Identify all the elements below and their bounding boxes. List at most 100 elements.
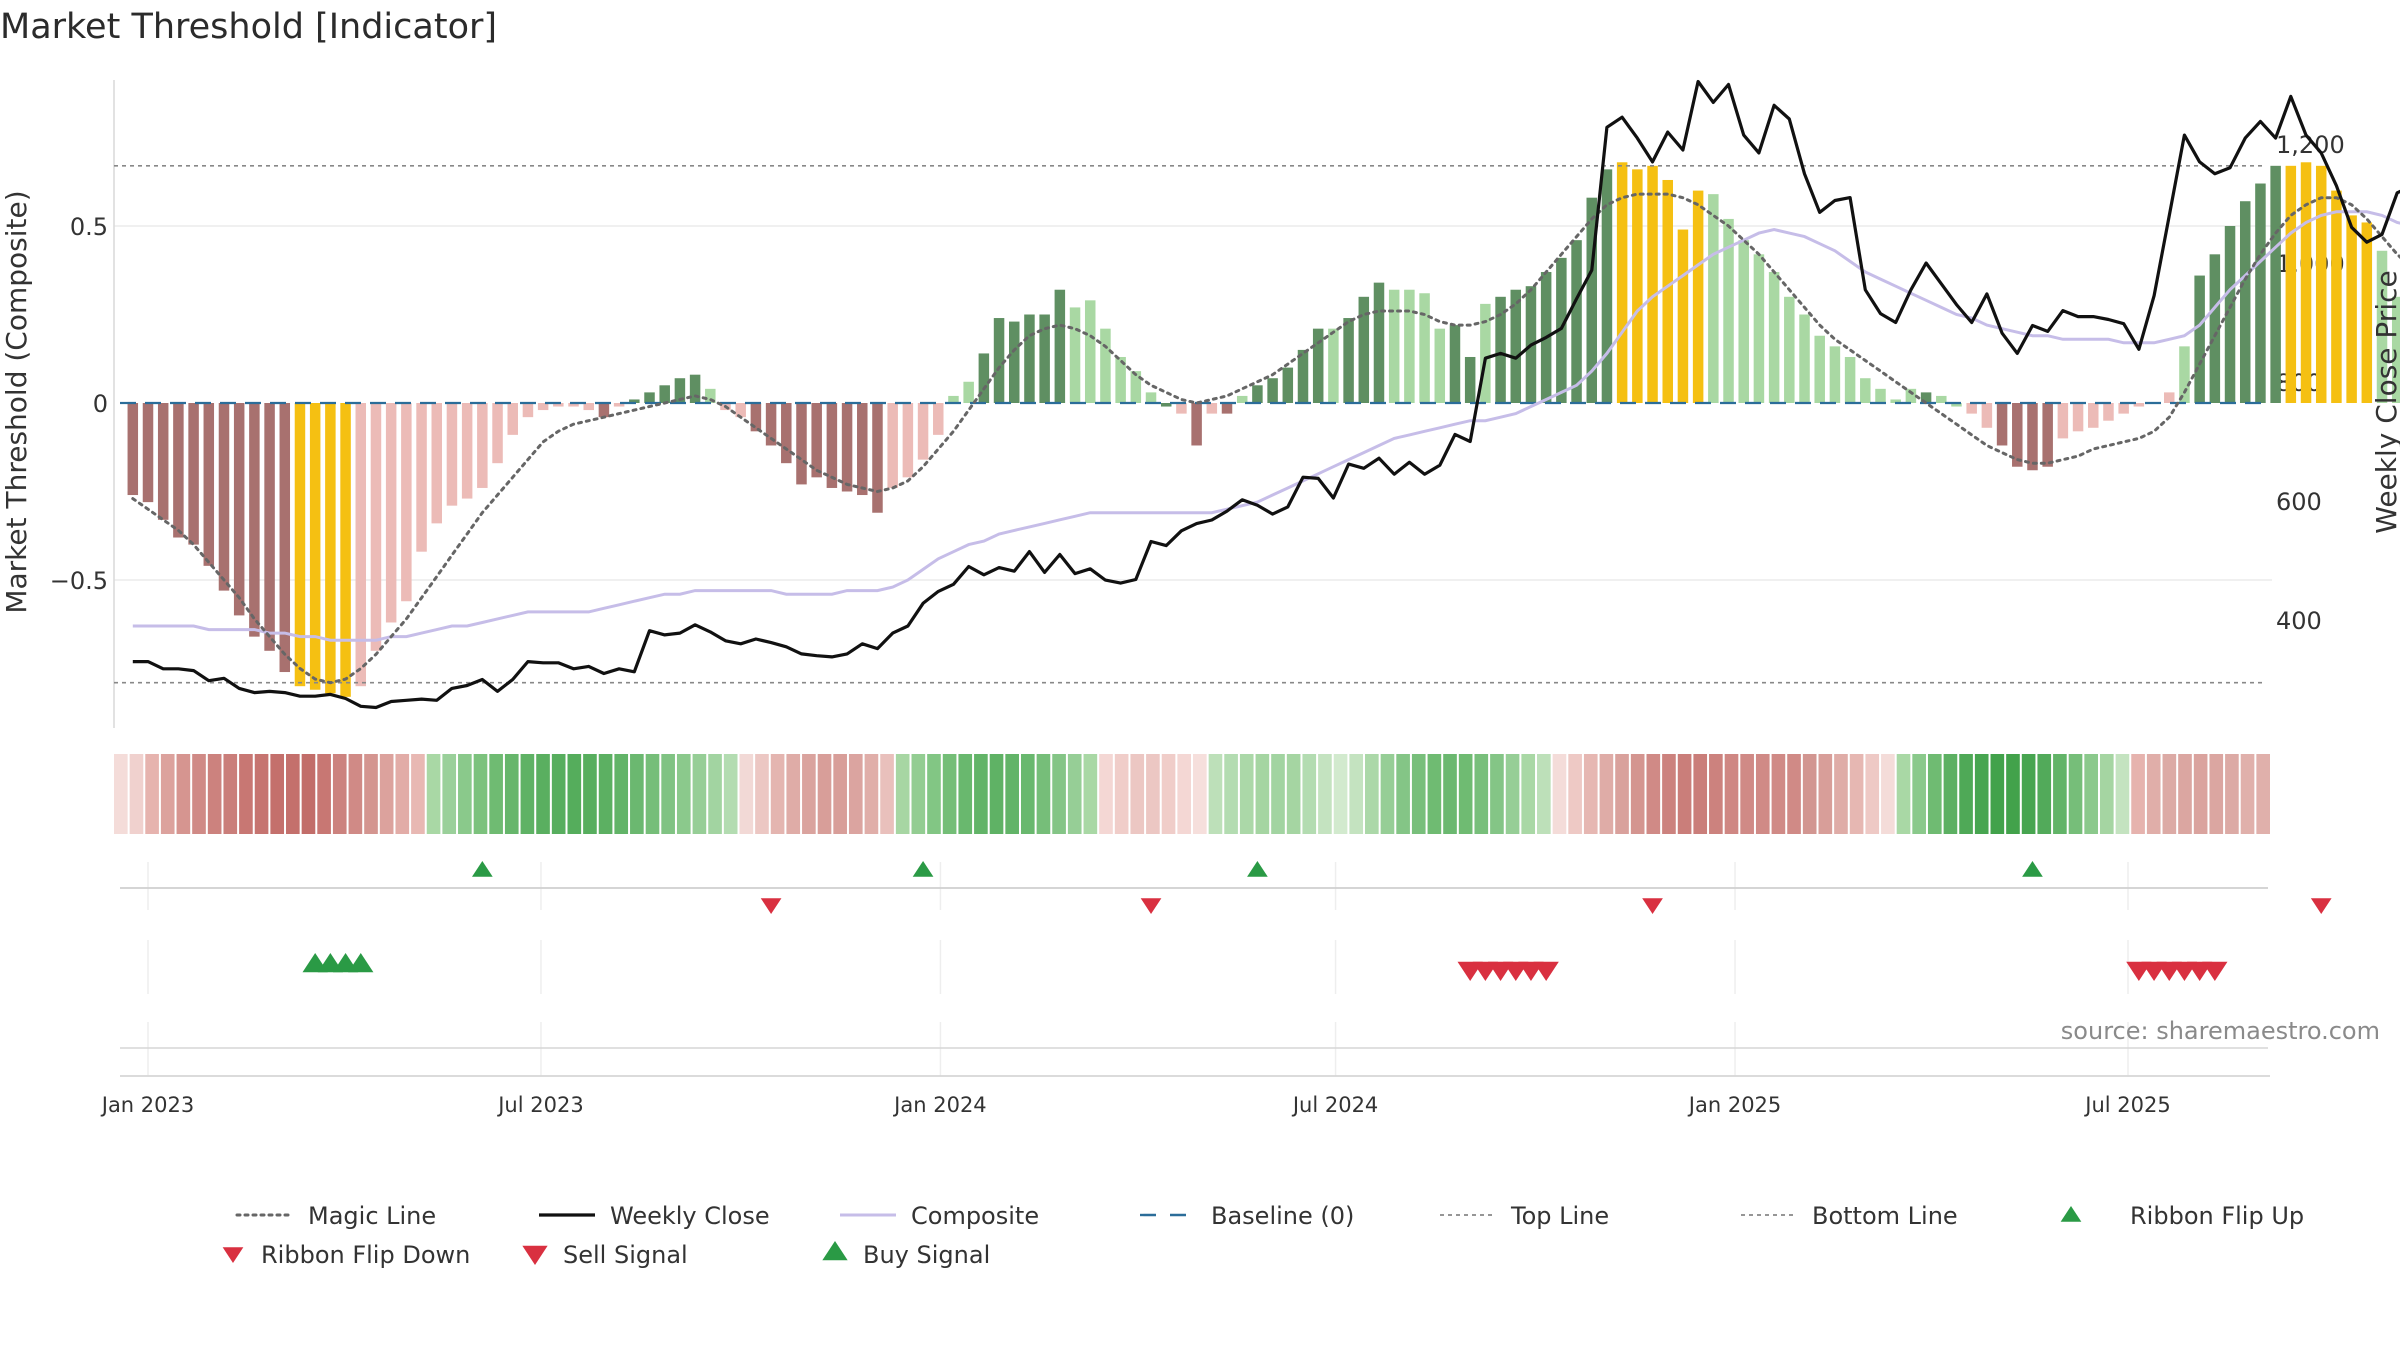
composite-bar	[127, 403, 139, 496]
composite-bar	[385, 403, 397, 623]
composite-bar	[203, 403, 215, 566]
y-axis-label-left: Market Threshold (Composite)	[0, 190, 33, 613]
composite-bar	[401, 403, 412, 602]
source-label: source: sharemaestro.com	[2061, 1017, 2380, 1045]
ribbon-cell	[786, 754, 801, 834]
left-tick-label: 0	[93, 390, 108, 418]
ribbon-cell	[1709, 754, 1723, 834]
composite-bar	[1616, 162, 1628, 403]
composite-bar	[325, 403, 336, 694]
ribbon-cell	[332, 754, 347, 834]
composite-bar	[1282, 367, 1294, 403]
composite-bar	[735, 403, 746, 418]
composite-bar	[2042, 403, 2053, 467]
ribbon-cell	[301, 754, 316, 834]
ribbon-cell	[1255, 754, 1270, 834]
ribbon-cell	[1333, 754, 1348, 834]
composite-bar	[1145, 392, 1157, 403]
left-tick-label: 0.5	[70, 213, 108, 241]
composite-bar	[2012, 403, 2023, 467]
ribbon-cell	[2146, 754, 2161, 834]
composite-bar	[477, 403, 488, 488]
ribbon-cell	[1505, 754, 1520, 834]
legend-label: Weekly Close	[610, 1202, 770, 1230]
x-tick-label: Jul 2025	[2083, 1093, 2170, 1117]
composite-bar	[142, 403, 154, 503]
buy-signal-marker	[348, 953, 374, 973]
right-tick-label: 400	[2276, 607, 2322, 635]
ribbon-cell	[1834, 754, 1848, 834]
composite-bar	[1586, 197, 1597, 403]
composite-bar	[1449, 325, 1461, 403]
composite-bar	[1328, 328, 1339, 403]
ribbon-cell	[676, 754, 691, 834]
ribbon-cell	[426, 754, 441, 834]
composite-bar	[1784, 296, 1795, 403]
composite-bar	[2118, 403, 2129, 414]
ribbon-cell	[895, 754, 910, 834]
composite-bar	[689, 374, 701, 403]
ribbon-cell	[1740, 754, 1754, 834]
legend-swatch-buy	[822, 1241, 848, 1261]
composite-bar	[1647, 165, 1658, 403]
composite-bar	[2346, 215, 2357, 403]
ribbon-cell	[1755, 754, 1770, 834]
right-tick-label: 800	[2276, 369, 2322, 397]
ribbon-cell	[114, 754, 128, 834]
composite-bar	[2300, 162, 2312, 403]
ribbon-cell	[2021, 754, 2036, 834]
composite-bar	[613, 403, 625, 407]
ribbon-cell	[239, 754, 253, 834]
ribbon-cell	[1552, 754, 1567, 834]
x-tick-label: Jul 2024	[1291, 1093, 1378, 1117]
composite-bar	[1860, 378, 1871, 403]
composite-bar	[1662, 179, 1673, 403]
ribbon-cell	[1474, 754, 1489, 834]
ribbon-cell	[1724, 754, 1739, 834]
composite-bar	[461, 403, 473, 499]
ribbon-cell	[1239, 754, 1254, 834]
ribbon-cell	[1974, 754, 1989, 834]
chart-title: Market Threshold [Indicator]	[0, 7, 497, 47]
composite-bar	[644, 392, 655, 403]
ribbon-cell	[489, 754, 503, 834]
composite-bar	[1434, 328, 1446, 403]
legend-label: Magic Line	[308, 1202, 436, 1230]
legend-item: Baseline (0)	[1140, 1202, 1354, 1230]
ribbon-cell	[442, 754, 457, 834]
ribbon-cell	[364, 754, 378, 834]
ribbon-cell	[1349, 754, 1364, 834]
composite-bar	[948, 395, 959, 403]
ribbon-cell	[2256, 754, 2270, 834]
composite-bar	[492, 403, 503, 464]
ribbon-cell	[2225, 754, 2239, 834]
ribbon-cell	[1052, 754, 1066, 834]
ribbon-cell	[1943, 754, 1958, 834]
ribbon-cell	[1193, 754, 1207, 834]
ribbon-cell	[723, 754, 738, 834]
composite-bar	[2103, 403, 2114, 421]
ribbon-cell	[958, 754, 973, 834]
ribbon-cell	[645, 754, 660, 834]
composite-bar	[370, 403, 382, 651]
ribbon-cell	[880, 754, 894, 834]
ribbon-cell	[129, 754, 144, 834]
composite-bar	[1084, 300, 1096, 403]
composite-bar	[1130, 371, 1142, 403]
composite-bar	[781, 403, 792, 464]
ribbon-cell	[1771, 754, 1786, 834]
composite-bar	[309, 403, 321, 690]
composite-bar	[1297, 349, 1309, 403]
ribbon-cell	[1177, 754, 1191, 834]
composite-bar	[2194, 275, 2205, 403]
composite-bar	[917, 403, 929, 460]
composite-bar	[1388, 289, 1400, 403]
ribbon-cell	[1896, 754, 1911, 834]
composite-bar	[826, 403, 838, 488]
composite-bar	[1100, 328, 1111, 403]
ribbon-cell	[614, 754, 629, 834]
ribbon-cell	[2037, 754, 2052, 834]
ribbon-cell	[1865, 754, 1880, 834]
ribbon-cell	[1927, 754, 1942, 834]
